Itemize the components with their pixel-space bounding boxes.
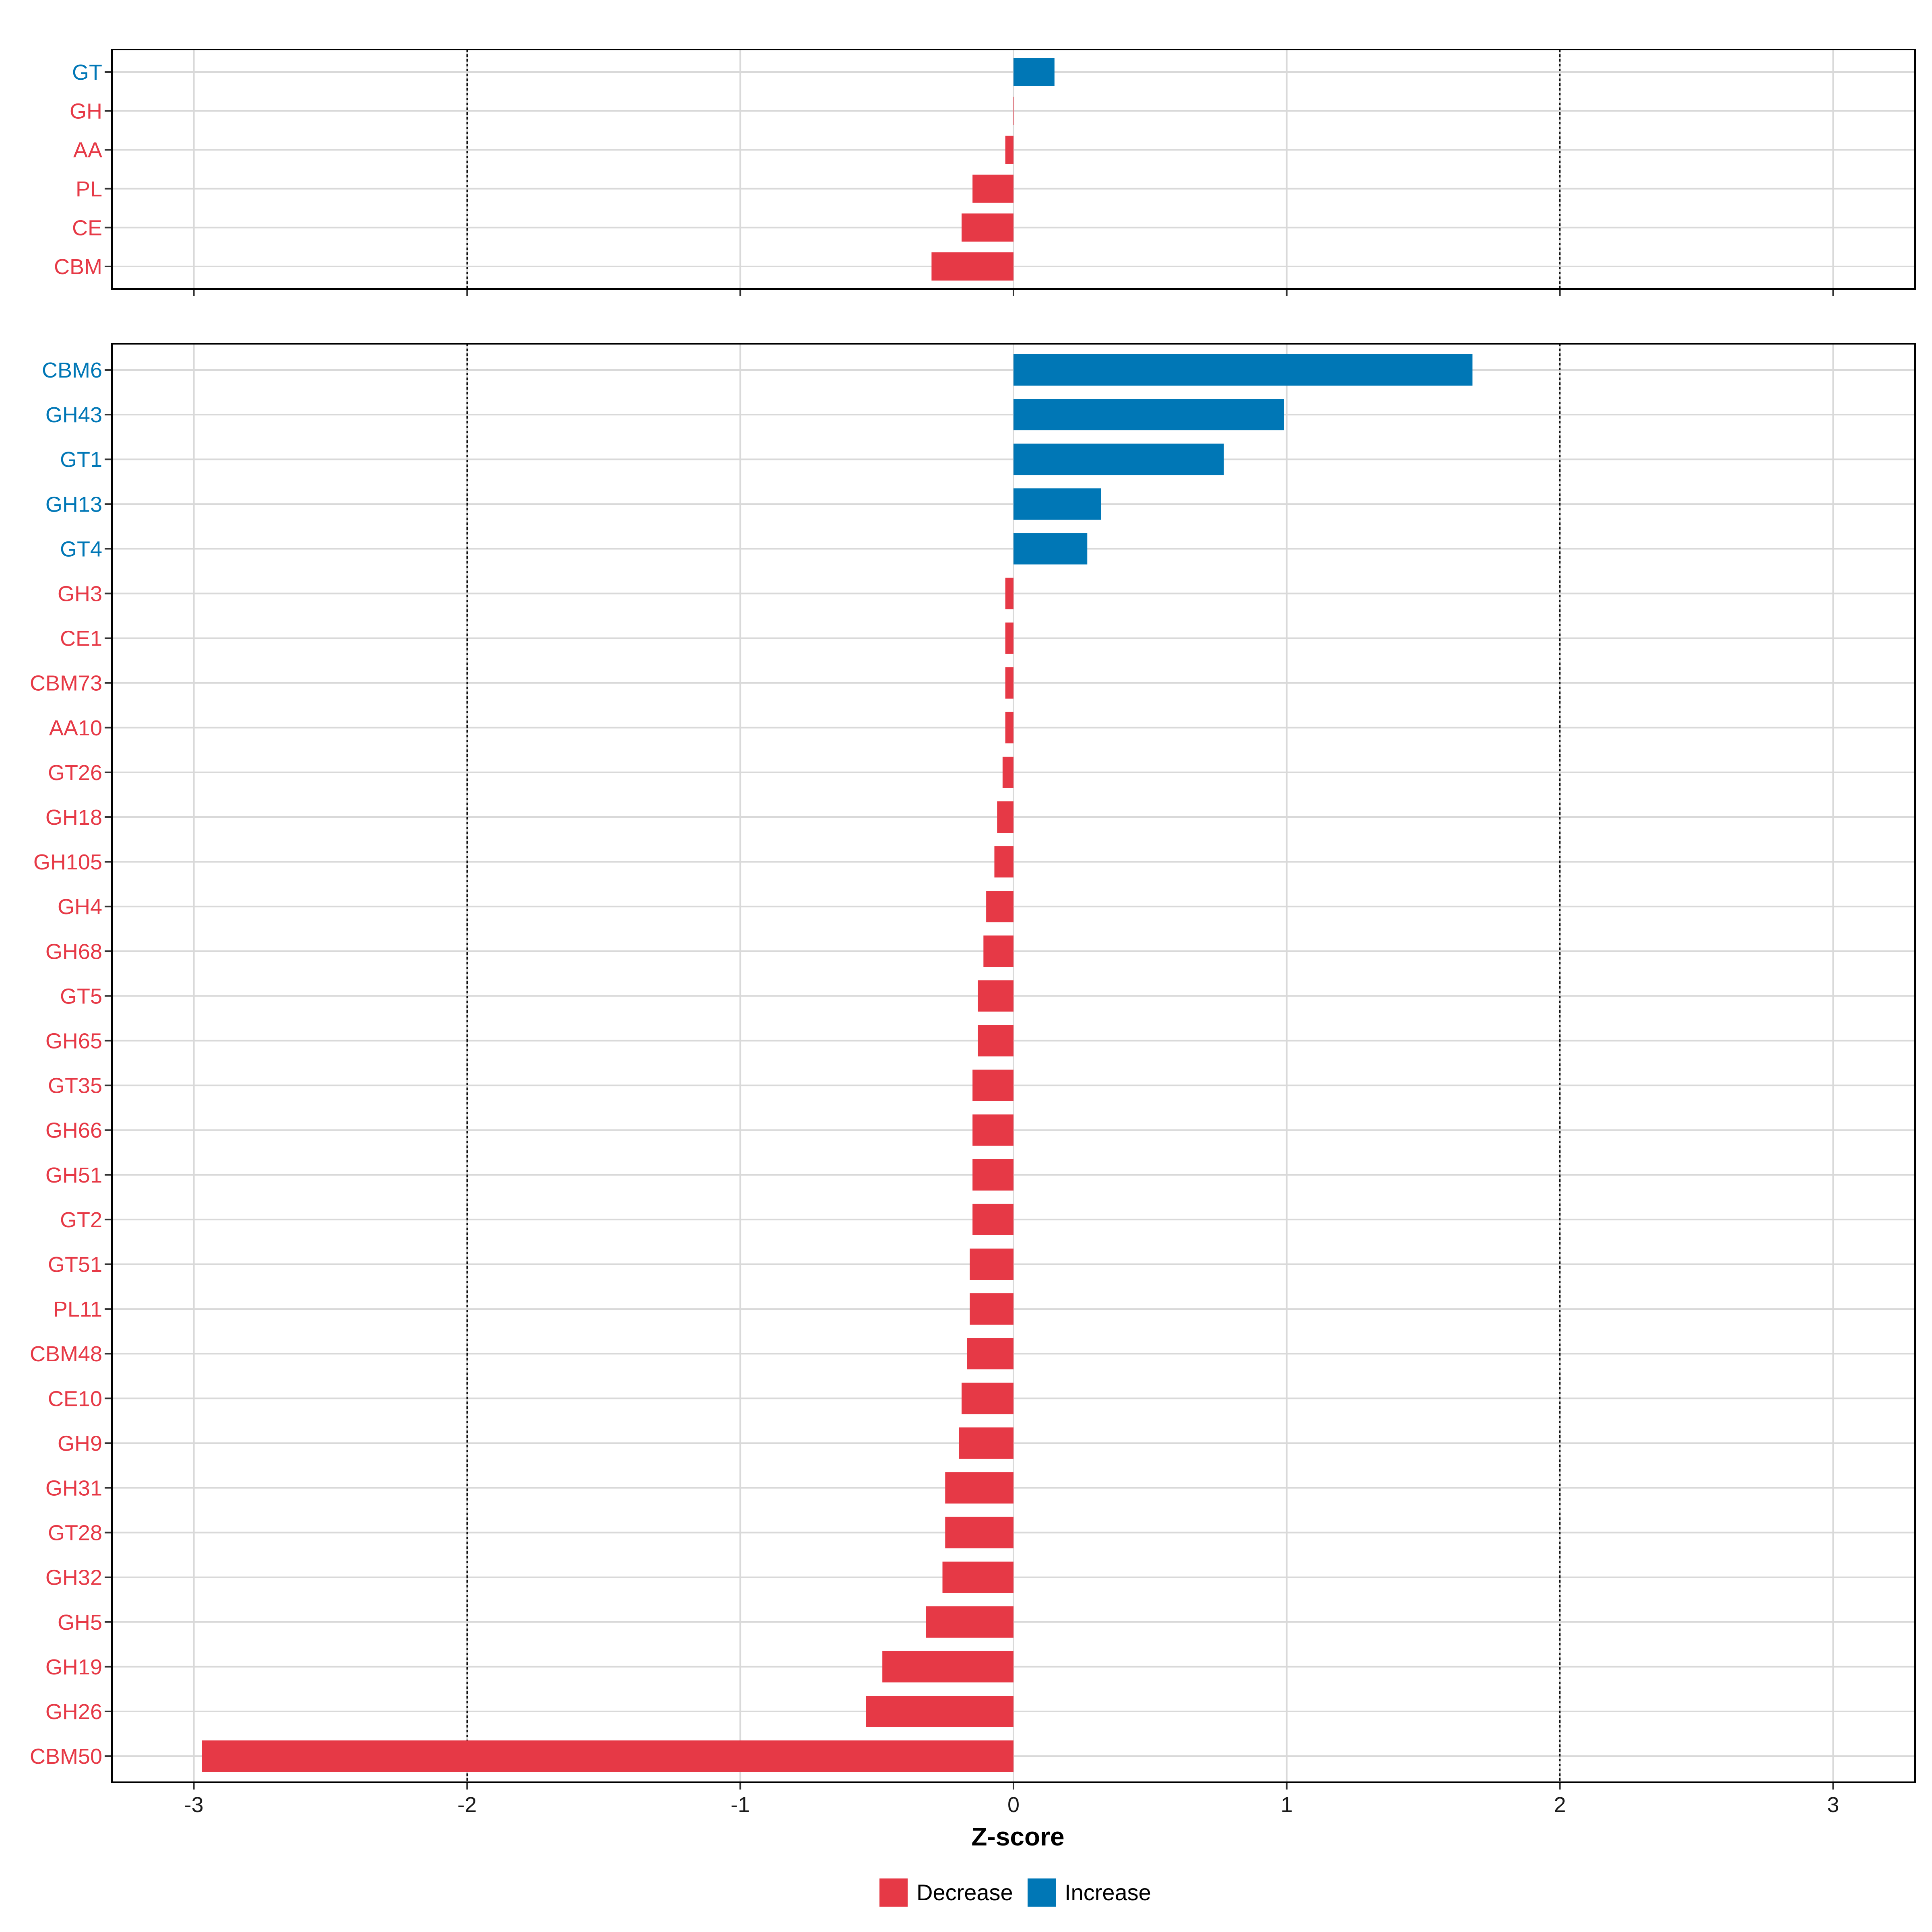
bottom-bar-pl11 — [970, 1293, 1013, 1325]
top-bar-gh — [1013, 97, 1014, 125]
bottom-category-label: GH68 — [45, 939, 102, 964]
bottom-category-label: GT51 — [48, 1253, 102, 1277]
bottom-bar-gt4 — [1013, 533, 1088, 565]
x-axis: -3 -2 -1 0 1 2 3 — [184, 1793, 1839, 1817]
bottom-bar-gh26 — [866, 1696, 1013, 1727]
bottom-bar-ce1 — [1005, 622, 1013, 654]
top-category-label: AA — [73, 138, 102, 162]
bottom-bar-gt1 — [1013, 444, 1224, 475]
bottom-bar-cbm73 — [1005, 667, 1013, 699]
bottom-category-label: GH32 — [45, 1566, 102, 1590]
bottom-category-label: GH18 — [45, 805, 102, 830]
bottom-category-label: GH51 — [45, 1163, 102, 1187]
bottom-bar-gt35 — [972, 1069, 1013, 1101]
bottom-bar-gh68 — [983, 935, 1013, 967]
x-tick-label: -1 — [731, 1793, 750, 1817]
top-panel-frame — [111, 49, 1916, 290]
bottom-category-label: GT35 — [48, 1074, 102, 1098]
bottom-bar-gh66 — [972, 1114, 1013, 1146]
bottom-category-label: GH26 — [45, 1700, 102, 1724]
bottom-bar-gh65 — [978, 1025, 1013, 1057]
x-tick-label: -2 — [457, 1793, 477, 1817]
bottom-category-label: GT1 — [60, 448, 102, 472]
top-bar-cbm — [931, 252, 1013, 281]
legend: Decrease Increase — [879, 1878, 1151, 1907]
bottom-category-label: GT28 — [48, 1521, 102, 1545]
bottom-category-label: GH43 — [45, 403, 102, 427]
bottom-bar-gh19 — [882, 1651, 1013, 1682]
top-bar-pl — [972, 174, 1013, 203]
bottom-category-label: PL11 — [53, 1297, 102, 1321]
bottom-category-label: GT4 — [60, 537, 102, 561]
bottom-bar-gt28 — [945, 1517, 1013, 1548]
bottom-category-label: GH3 — [58, 582, 102, 606]
top-category-label: CBM — [54, 255, 102, 279]
bottom-bar-gh5 — [926, 1606, 1013, 1638]
bottom-bar-cbm50 — [202, 1740, 1013, 1772]
bottom-category-label: GH13 — [45, 492, 102, 516]
bottom-bar-gh9 — [959, 1427, 1013, 1459]
bottom-bar-gh3 — [1005, 578, 1013, 609]
bottom-category-label: GH105 — [33, 850, 102, 874]
top-category-label: CE — [72, 216, 102, 240]
bottom-bar-gh4 — [986, 891, 1013, 923]
bottom-category-label: GH65 — [45, 1029, 102, 1053]
bottom-category-label: CBM50 — [30, 1744, 102, 1769]
top-category-label: GH — [70, 99, 102, 124]
top-bar-ce — [962, 213, 1013, 242]
x-tick-label: -3 — [184, 1793, 204, 1817]
x-tick-label: 3 — [1827, 1793, 1839, 1817]
bottom-category-label: GT5 — [60, 984, 102, 1008]
bottom-bar-cbm48 — [967, 1338, 1013, 1370]
legend-swatch-decrease — [879, 1878, 908, 1907]
bottom-category-label: GH31 — [45, 1476, 102, 1501]
bottom-category-label: GH19 — [45, 1655, 102, 1679]
bottom-category-label: GH66 — [45, 1119, 102, 1143]
bottom-bar-cbm6 — [1013, 354, 1473, 386]
top-category-label: GT — [72, 60, 102, 85]
bottom-bar-gt2 — [972, 1203, 1013, 1235]
bottom-bar-aa10 — [1005, 712, 1013, 743]
bottom-bar-gt5 — [978, 980, 1013, 1012]
bottom-bar-gt51 — [970, 1249, 1013, 1280]
legend-label-increase: Increase — [1065, 1880, 1151, 1905]
legend-label-decrease: Decrease — [916, 1880, 1013, 1905]
bottom-bar-gh31 — [945, 1472, 1013, 1504]
bottom-bar-gh13 — [1013, 488, 1101, 520]
bottom-category-label: GH4 — [58, 895, 102, 919]
x-tick-label: 0 — [1007, 1793, 1020, 1817]
x-axis-title: Z-score — [971, 1822, 1064, 1851]
bottom-bar-gh32 — [942, 1561, 1013, 1593]
bottom-category-label: CBM73 — [30, 671, 102, 696]
x-tick-label: 2 — [1554, 1793, 1566, 1817]
bottom-bar-gt26 — [1002, 756, 1013, 788]
bottom-panel-frame — [111, 343, 1916, 1783]
bottom-bar-gh105 — [994, 846, 1013, 878]
x-tick-label: 1 — [1281, 1793, 1293, 1817]
bottom-bar-gh18 — [997, 801, 1013, 833]
bottom-panel: CBM6 GH43 GT1 GH13 GT4 GH3 CE1 CBM73 AA10 GT26 GH1… — [30, 343, 1916, 1790]
bottom-category-label: AA10 — [49, 716, 102, 740]
bottom-bar-gh43 — [1013, 399, 1284, 431]
bottom-category-label: GH5 — [58, 1610, 102, 1635]
bottom-category-label: CBM48 — [30, 1342, 102, 1366]
bottom-category-label: CE10 — [48, 1387, 102, 1411]
bottom-category-label: GT2 — [60, 1208, 102, 1232]
bottom-category-label: CBM6 — [42, 358, 102, 382]
legend-swatch-increase — [1028, 1878, 1056, 1907]
bottom-category-label: CE1 — [60, 627, 102, 651]
top-bar-aa — [1005, 136, 1013, 164]
bottom-category-label: GH9 — [58, 1431, 102, 1455]
top-bar-gt — [1013, 58, 1055, 86]
bottom-bar-gh51 — [972, 1159, 1013, 1191]
top-category-label: PL — [76, 177, 102, 201]
top-panel: GT GH AA PL CE CBM — [54, 49, 1916, 296]
bottom-category-label: GT26 — [48, 761, 102, 785]
bottom-bar-ce10 — [962, 1383, 1013, 1414]
